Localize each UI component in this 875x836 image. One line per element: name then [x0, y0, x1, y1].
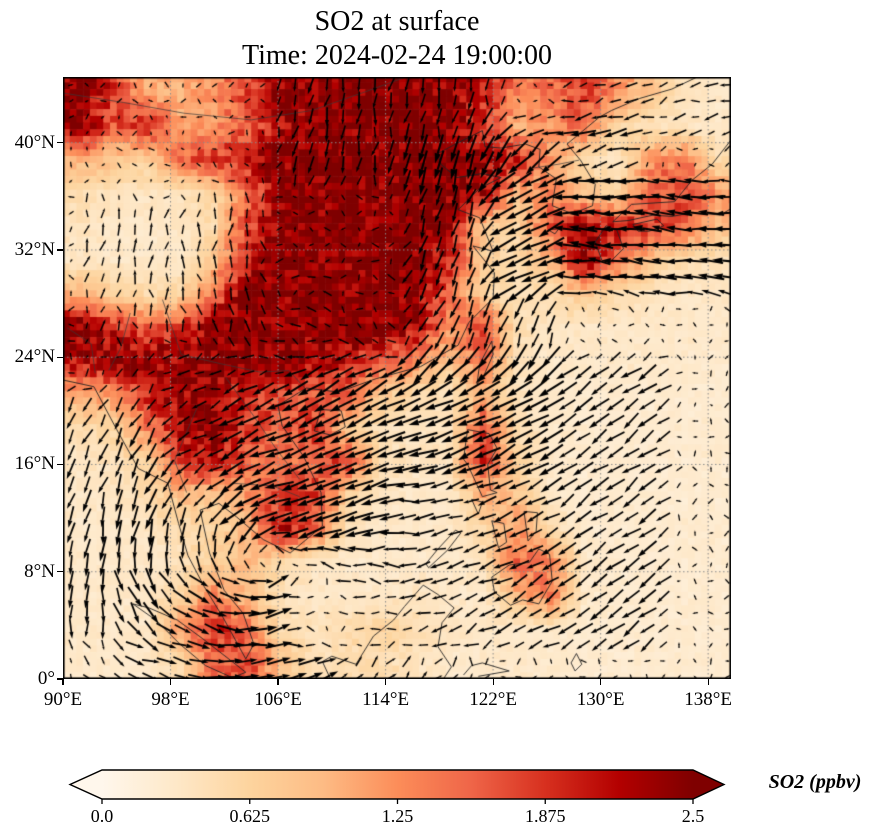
chart-subtitle-time: Time: 2024-02-24 19:00:00 — [241, 40, 553, 71]
colorbar-tick-label: 1.875 — [525, 806, 566, 826]
x-tick-label: 138°E — [684, 689, 732, 710]
x-tick-mark — [277, 679, 279, 685]
x-tick-mark — [62, 679, 64, 685]
colorbar-units-label: SO2 (ppbv) — [768, 771, 862, 793]
y-tick-mark — [57, 142, 63, 144]
colorbar-tick-label: 0.625 — [229, 806, 271, 826]
colorbar-tick-label: 0.0 — [90, 806, 114, 826]
y-tick-mark — [57, 678, 63, 680]
colorbar-over-arrow — [693, 770, 724, 799]
y-tick-label: 24°N — [14, 346, 55, 368]
x-tick-mark — [492, 679, 494, 685]
colorbar-under-arrow — [70, 770, 102, 799]
so2-heatmap-quiver-canvas — [63, 77, 731, 679]
colorbar-tick-label: 2.5 — [681, 806, 705, 826]
x-tick-label: 106°E — [254, 689, 302, 710]
x-tick-mark — [707, 679, 709, 685]
colorbar: 0.0 0.625 1.25 1.875 2.5 SO2 (ppbv) — [0, 755, 875, 836]
x-tick-label: 90°E — [43, 689, 83, 710]
colorbar-gradient-bar — [68, 769, 726, 804]
map-plot-area — [63, 77, 731, 679]
y-tick-mark — [57, 463, 63, 466]
y-tick-mark — [57, 356, 63, 358]
y-tick-label: 8°N — [24, 560, 55, 582]
x-tick-label: 98°E — [151, 689, 190, 710]
x-tick-mark — [384, 679, 387, 685]
y-tick-mark — [57, 249, 63, 251]
x-tick-label: 130°E — [576, 689, 625, 710]
x-tick-label: 114°E — [362, 689, 410, 710]
x-tick-mark — [600, 679, 602, 685]
x-tick-label: 122°E — [469, 689, 517, 710]
y-tick-mark — [57, 571, 63, 573]
y-tick-label: 40°N — [14, 131, 55, 153]
y-tick-label: 32°N — [14, 238, 55, 260]
colorbar-tick-marks — [101, 799, 694, 804]
y-tick-label: 0° — [37, 668, 55, 689]
x-tick-mark — [169, 679, 172, 685]
colorbar-tick-label: 1.25 — [381, 806, 414, 826]
y-tick-label: 16°N — [14, 453, 55, 475]
chart-title: SO2 at surface — [314, 6, 480, 37]
